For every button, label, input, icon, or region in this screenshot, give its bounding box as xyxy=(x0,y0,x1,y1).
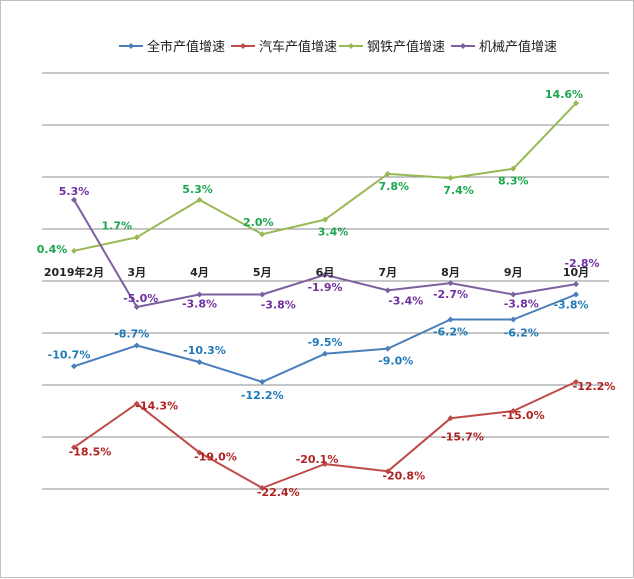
data-label: -6.2% xyxy=(433,325,468,338)
legend-marker xyxy=(128,43,134,49)
data-point xyxy=(384,287,391,294)
data-point xyxy=(196,359,203,366)
data-point xyxy=(510,408,517,414)
data-label: -14.3% xyxy=(135,400,178,413)
data-point xyxy=(259,484,266,491)
data-point xyxy=(71,196,77,203)
data-label: -12.2% xyxy=(241,389,284,402)
category-label: 2019年2月 xyxy=(44,265,104,279)
data-point xyxy=(573,281,579,288)
data-label: 14.6% xyxy=(545,88,583,101)
legend-label: 机械产值增速 xyxy=(479,39,557,55)
series-lines xyxy=(71,100,579,491)
data-point xyxy=(133,400,140,407)
data-point xyxy=(259,378,266,385)
legend: 全市产值增速 汽车产值增速 钢铁产值增速 机械产值增速 xyxy=(119,39,557,55)
data-point xyxy=(573,100,579,107)
category-label: 8月 xyxy=(441,266,460,279)
data-label: 7.8% xyxy=(378,180,409,193)
category-label: 6月 xyxy=(316,266,335,279)
data-label: -2.7% xyxy=(433,288,468,301)
data-point xyxy=(447,415,454,422)
data-point xyxy=(71,363,77,370)
data-label: -9.0% xyxy=(378,355,413,368)
data-label: -1.9% xyxy=(307,281,342,294)
data-label: -9.5% xyxy=(307,336,342,349)
data-label: -3.4% xyxy=(388,294,423,307)
data-point xyxy=(259,231,266,238)
legend-label: 全市产值增速 xyxy=(147,39,225,55)
data-label: -5.0% xyxy=(123,292,158,305)
gridlines xyxy=(42,72,609,490)
data-point xyxy=(71,444,77,451)
data-point xyxy=(510,165,517,172)
data-label: -20.8% xyxy=(382,469,425,482)
data-point xyxy=(573,291,579,298)
data-label: -15.0% xyxy=(502,409,545,422)
data-label: 7.4% xyxy=(443,184,474,197)
category-label: 5月 xyxy=(253,266,272,279)
data-label: -6.2% xyxy=(504,326,539,339)
data-point xyxy=(447,175,454,182)
data-label: -20.1% xyxy=(296,453,339,466)
category-label: 10月 xyxy=(563,266,589,279)
data-point xyxy=(196,196,203,203)
data-point xyxy=(573,378,579,385)
data-label: -8.7% xyxy=(114,327,149,340)
category-labels: 2019年2月 3月 4月 5月 6月 7月 8月 9月 10月 xyxy=(44,265,589,279)
data-label: -10.3% xyxy=(183,344,226,357)
data-label: -3.8% xyxy=(261,299,296,312)
data-label: -15.7% xyxy=(441,430,484,443)
data-label: 5.3% xyxy=(182,183,213,196)
data-point xyxy=(133,304,140,310)
data-point xyxy=(510,291,517,298)
category-label: 3月 xyxy=(127,266,146,279)
data-label: 8.3% xyxy=(498,175,529,188)
legend-marker xyxy=(348,43,354,49)
legend-marker xyxy=(240,43,246,49)
data-point xyxy=(322,216,328,223)
category-label: 9月 xyxy=(504,266,523,279)
category-label: 7月 xyxy=(378,266,397,279)
data-label: 3.4% xyxy=(318,226,349,239)
data-point xyxy=(133,234,140,241)
data-label: -22.4% xyxy=(257,486,300,499)
data-label: -3.8% xyxy=(504,298,539,311)
data-label: 1.7% xyxy=(101,219,132,232)
data-label: -10.7% xyxy=(48,348,91,361)
category-label: 4月 xyxy=(190,266,209,279)
data-label: -18.5% xyxy=(69,445,112,458)
data-point xyxy=(384,170,391,177)
legend-label: 汽车产值增速 xyxy=(259,39,337,55)
series-line xyxy=(73,380,577,489)
data-label: 2.0% xyxy=(243,216,274,229)
legend-marker xyxy=(460,43,466,49)
data-label: 0.4% xyxy=(37,243,68,256)
data-point xyxy=(384,345,391,352)
data-label: -2.8% xyxy=(564,257,599,270)
data-label: 5.3% xyxy=(59,185,90,198)
data-point xyxy=(196,291,203,298)
data-point xyxy=(71,247,77,254)
data-point xyxy=(322,350,328,357)
data-point xyxy=(447,280,454,287)
data-point xyxy=(259,291,266,298)
data-point xyxy=(384,468,391,475)
data-label: -3.8% xyxy=(553,299,588,312)
data-point xyxy=(322,271,328,278)
data-label: -12.2% xyxy=(573,380,616,393)
data-label: -19.0% xyxy=(194,451,237,464)
data-point xyxy=(133,342,140,349)
data-point xyxy=(447,316,454,323)
data-label: -3.8% xyxy=(182,298,217,311)
data-labels: -10.7% -8.7% -10.3% -12.2% -9.5% -9.0% -6.2% -6… xyxy=(37,88,616,499)
data-point xyxy=(322,461,328,468)
data-point xyxy=(510,316,517,323)
legend-label: 钢铁产值增速 xyxy=(367,39,445,55)
data-point xyxy=(196,449,203,456)
